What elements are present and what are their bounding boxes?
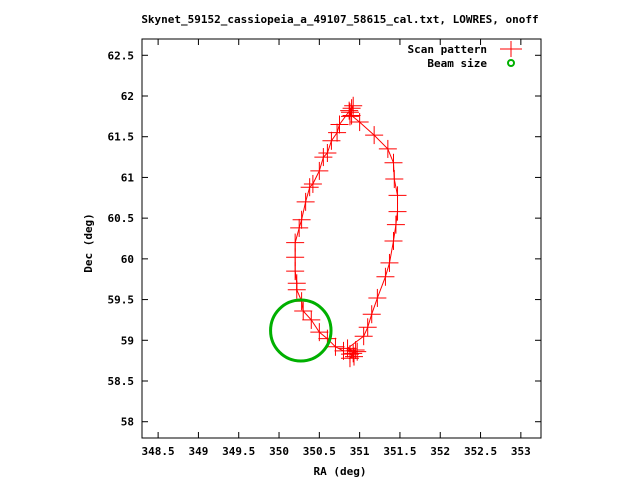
scan-point [296, 192, 315, 211]
scan-point [388, 202, 407, 221]
x-tick-label: 348.5 [142, 445, 175, 458]
y-tick-label: 60 [121, 253, 134, 266]
y-tick-label: 62 [121, 90, 134, 103]
scan-point [318, 144, 337, 162]
scan-point [300, 178, 319, 197]
legend-label-scan: Scan pattern [408, 43, 487, 56]
x-axis-label: RA (deg) [314, 465, 367, 478]
scan-point [303, 174, 322, 193]
scan-point [328, 123, 347, 142]
scan-point [344, 344, 363, 363]
scan-point [384, 153, 403, 172]
scan-point [286, 262, 305, 281]
scan-point [376, 267, 395, 286]
scan-point [314, 148, 333, 167]
x-tick-label: 353 [511, 445, 531, 458]
scan-point [294, 301, 313, 320]
x-tick-label: 352 [430, 445, 450, 458]
scan-point [292, 210, 311, 229]
chart-title: Skynet_59152_cassiopeia_a_49107_58615_ca… [141, 13, 538, 26]
scan-point [310, 161, 329, 180]
scan-point [384, 231, 403, 250]
y-tick-label: 62.5 [108, 49, 135, 62]
scan-point [348, 342, 367, 361]
legend-beam-marker [507, 59, 515, 67]
x-tick-label: 351 [350, 445, 370, 458]
scan-point [326, 337, 345, 356]
scan-point [350, 113, 369, 132]
y-tick-label: 59 [121, 334, 134, 347]
y-tick-label: 59.5 [108, 294, 135, 307]
x-tick-label: 352.5 [464, 445, 497, 458]
scan-point [344, 96, 363, 115]
y-tick-label: 60.5 [108, 212, 135, 225]
x-tick-label: 350 [269, 445, 289, 458]
y-tick-label: 58.5 [108, 375, 135, 388]
scan-point [290, 218, 309, 237]
y-tick-label: 61 [121, 171, 135, 184]
x-tick-label: 349.5 [222, 445, 255, 458]
x-tick-label: 350.5 [303, 445, 336, 458]
y-axis-label: Dec (deg) [82, 213, 95, 273]
scan-point [365, 126, 384, 145]
scan-point [334, 341, 353, 360]
scan-point [322, 131, 341, 150]
scan-point [340, 101, 359, 120]
scan-point [330, 115, 349, 134]
legend-label-beam: Beam size [427, 57, 487, 70]
axes: 348.5 349 349.5 350 350.5 351 351.5 352 352.5 353… [108, 39, 541, 458]
scan-point [386, 215, 405, 234]
beam-circle [269, 298, 333, 363]
y-tick-label: 58 [121, 416, 134, 429]
plot-frame [141, 38, 542, 439]
scan-point [378, 139, 397, 158]
scan-point [358, 318, 377, 337]
series-layer [269, 96, 407, 368]
scan-point [362, 305, 381, 324]
scan-point [380, 253, 399, 272]
scan-point [340, 107, 359, 126]
scan-point [287, 280, 306, 299]
scan-point [368, 288, 387, 307]
x-tick-label: 351.5 [383, 445, 416, 458]
scan-point [354, 327, 373, 346]
scan-point [385, 170, 404, 189]
scan-point [310, 323, 329, 342]
scan-point [302, 310, 321, 329]
scan-point [388, 186, 407, 205]
x-tick-label: 349 [188, 445, 208, 458]
scan-point [342, 99, 361, 118]
legend: Scan pattern Beam size [408, 41, 522, 70]
y-tick-label: 61.5 [108, 131, 135, 144]
scan-point [338, 339, 357, 358]
